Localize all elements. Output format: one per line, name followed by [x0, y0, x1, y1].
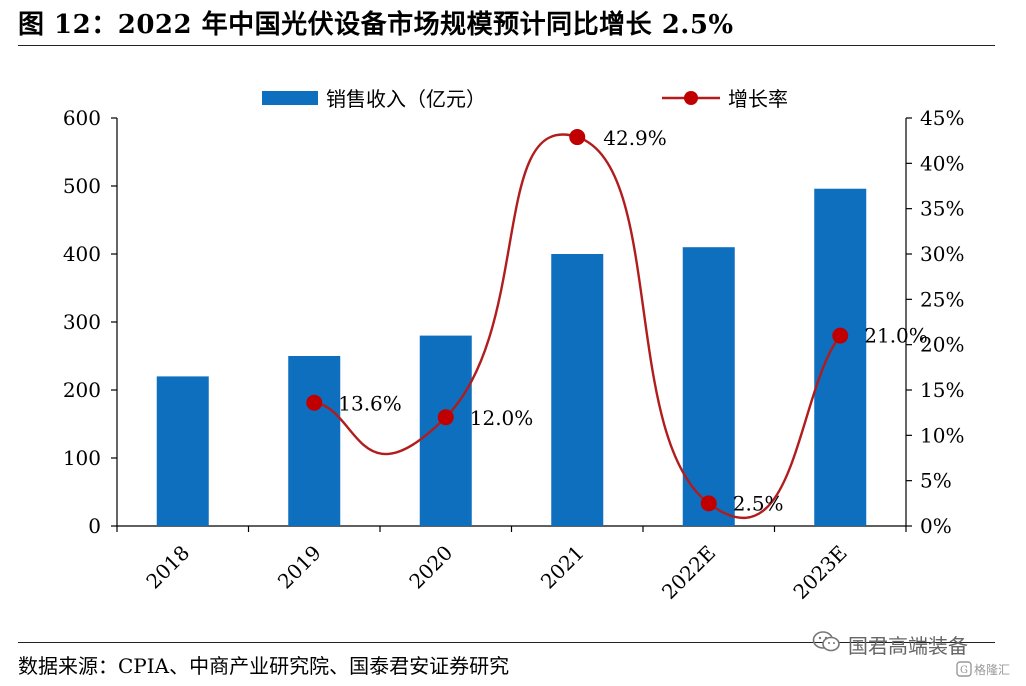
- growth-data-label: 2.5%: [733, 491, 784, 515]
- right-tick-label: 15%: [920, 378, 964, 402]
- left-tick-label: 500: [63, 174, 101, 198]
- x-tick-label: 2018: [141, 541, 194, 594]
- bar: [814, 188, 867, 526]
- right-tick-label: 30%: [920, 242, 964, 266]
- bar: [551, 254, 604, 526]
- data-labels: 13.6% 12.0% 42.9% 2.5% 21.0%: [338, 126, 928, 515]
- line-series: [306, 129, 849, 520]
- x-tick-label: 2021: [536, 541, 589, 594]
- left-tick-label: 100: [63, 446, 101, 470]
- bar-series: [156, 188, 867, 526]
- right-tick-label: 25%: [920, 287, 964, 311]
- title-divider: [18, 45, 995, 46]
- right-tick-label: 5%: [920, 469, 952, 493]
- bar: [682, 247, 735, 526]
- growth-data-label: 13.6%: [338, 392, 402, 416]
- legend-bar-label: 销售收入（亿元）: [326, 87, 486, 111]
- right-tick-label: 0%: [920, 514, 952, 538]
- right-tick-label: 35%: [920, 197, 964, 221]
- watermark-text: 国君高端装备: [848, 634, 968, 658]
- left-tick-label: 300: [63, 310, 101, 334]
- left-tick-label: 0: [88, 514, 101, 538]
- wechat-icon: [812, 631, 840, 652]
- growth-marker: [832, 327, 849, 344]
- growth-marker: [700, 495, 717, 512]
- growth-marker: [569, 129, 586, 146]
- legend-line-marker: [684, 91, 698, 105]
- bar: [288, 356, 341, 526]
- growth-data-label: 21.0%: [864, 324, 928, 348]
- bar: [156, 376, 209, 526]
- combo-chart: 0 100 200 300 400 500 600 0% 5% 10% 15% 20% 25% 30% 35…: [63, 87, 965, 604]
- x-tick-label: 2019: [273, 541, 326, 594]
- chart-legend: 销售收入（亿元） 增长率: [262, 87, 788, 111]
- page-title: 图 12：2022 年中国光伏设备市场规模预计同比增长 2.5%: [18, 10, 734, 40]
- svg-text:G: G: [960, 665, 968, 676]
- legend-line-label: 增长率: [728, 87, 788, 111]
- right-tick-label: 20%: [920, 333, 964, 357]
- right-tick-label: 45%: [920, 106, 964, 130]
- source-divider: [18, 642, 995, 643]
- gelonghui-logo: G 格隆汇: [956, 661, 1010, 677]
- growth-marker: [437, 409, 454, 426]
- source-note: 数据来源：CPIA、中商产业研究院、国泰君安证券研究: [18, 654, 510, 678]
- svg-text:格隆汇: 格隆汇: [974, 662, 1010, 677]
- legend-bar-swatch: [262, 91, 318, 105]
- left-tick-label: 600: [63, 106, 101, 130]
- growth-data-label: 42.9%: [603, 126, 667, 150]
- x-tick-label: 2022E: [657, 541, 720, 604]
- x-tick-label: 2020: [404, 541, 457, 594]
- right-tick-label: 10%: [920, 423, 964, 447]
- growth-marker: [306, 394, 323, 411]
- right-tick-label: 40%: [920, 151, 964, 175]
- growth-data-label: 12.0%: [470, 406, 534, 430]
- x-tick-label: 2023E: [788, 541, 851, 604]
- left-tick-label: 400: [63, 242, 101, 266]
- left-tick-label: 200: [63, 378, 101, 402]
- watermark: 国君高端装备 G 格隆汇: [808, 624, 1018, 680]
- bar: [419, 335, 472, 526]
